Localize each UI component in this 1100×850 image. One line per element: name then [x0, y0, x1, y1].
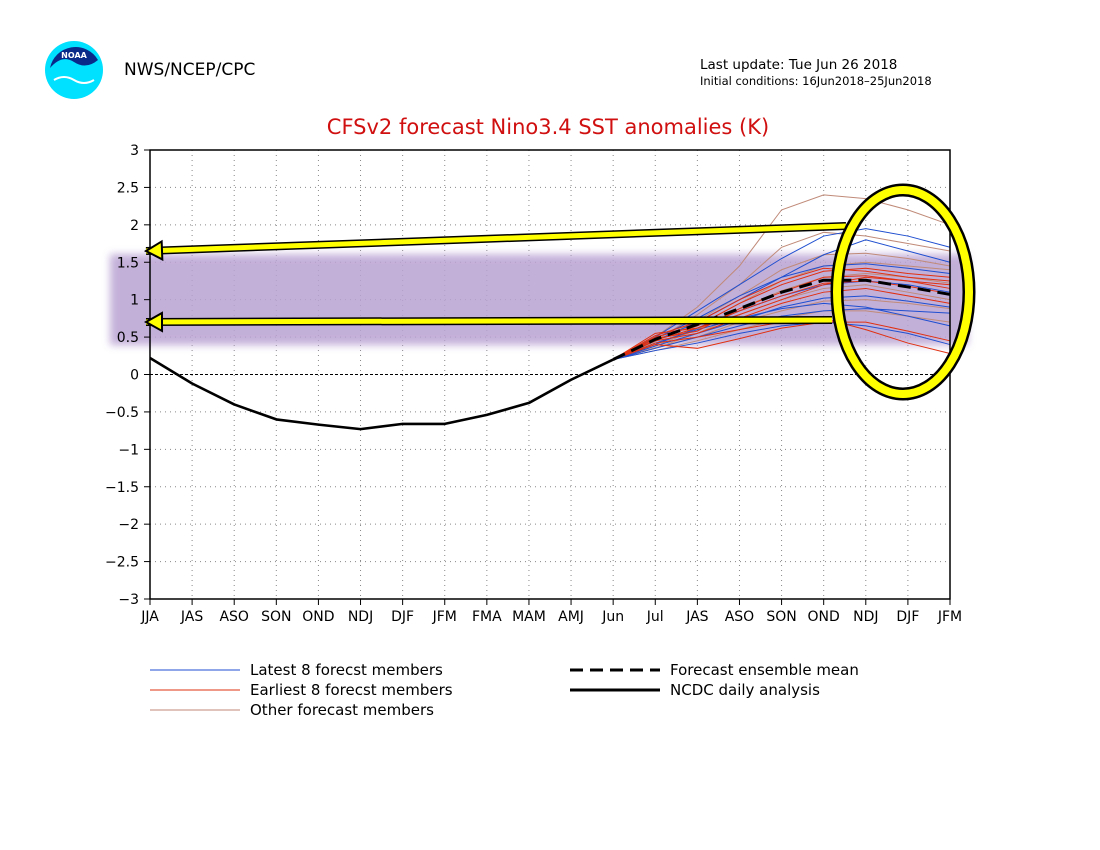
y-tick-label: −0.5: [105, 405, 139, 421]
legend-label: Latest 8 forecst members: [250, 661, 443, 679]
legend-label: Earliest 8 forecst members: [250, 681, 453, 699]
y-tick-label: 1: [130, 293, 139, 309]
forecast-member-line: [613, 295, 951, 361]
agency-label: NWS/NCEP/CPC: [124, 60, 256, 80]
forecast-member-line: [612, 280, 951, 360]
x-tick-label: NDJ: [853, 609, 878, 625]
y-tick-label: 0.5: [117, 330, 139, 346]
highlight-band: [110, 254, 968, 346]
annotation-arrow-upper-head: [143, 239, 164, 262]
x-tick-label: OND: [808, 609, 840, 625]
x-tick-label: Jul: [646, 609, 664, 625]
x-tick-label: JFM: [937, 609, 962, 625]
legend-label: Other forecast members: [250, 701, 434, 719]
y-tick-label: 0: [130, 368, 139, 384]
forecast-member-line: [612, 287, 951, 360]
forecast-member-line: [612, 194, 951, 360]
ensemble-mean-line: [612, 278, 951, 361]
forecast-member-line: [612, 321, 951, 361]
annotation-layer: [143, 183, 976, 401]
logo-bird-shape: [50, 47, 98, 68]
x-tick-label: SON: [766, 609, 796, 625]
forecast-member-line: [613, 308, 951, 361]
x-tick-label: ASO: [219, 609, 248, 625]
logo-text: NOAA: [61, 51, 87, 60]
annotation-ellipse: [833, 186, 973, 398]
annotation-arrow-lower-shaft: [145, 317, 833, 325]
legend-label: NCDC daily analysis: [670, 681, 820, 699]
x-tick-label: AMJ: [558, 609, 584, 625]
logo-wave: [53, 76, 95, 84]
x-tick-label: FMA: [472, 609, 502, 625]
y-tick-label: −2.5: [105, 555, 139, 571]
last-update-text: Last update: Tue Jun 26 2018: [700, 57, 898, 73]
grid-layer: [150, 150, 950, 599]
legend-label: Forecast ensemble mean: [670, 661, 859, 679]
x-tick-label: Jun: [601, 609, 624, 625]
x-tick-label: DJF: [391, 609, 414, 625]
forecast-member-line: [612, 228, 951, 360]
x-tick-label: NDJ: [348, 609, 373, 625]
x-tick-label: ASO: [725, 609, 754, 625]
forecast-member-line: [612, 267, 951, 360]
main-series-layer: [149, 278, 951, 431]
noaa-logo: NOAA: [45, 41, 103, 99]
x-tick-label: DJF: [896, 609, 919, 625]
x-tick-label: JAS: [685, 609, 708, 625]
chart-title: CFSv2 forecast Nino3.4 SST anomalies (K): [327, 115, 769, 139]
annotation-arrow-upper-shaft: [145, 223, 847, 254]
y-tick-label: −2: [118, 517, 139, 533]
x-tick-label: MAM: [512, 609, 546, 625]
x-tick-label: JFM: [432, 609, 457, 625]
y-tick-label: 2: [130, 218, 139, 234]
y-tick-label: 1.5: [117, 255, 139, 271]
x-tick-label: OND: [302, 609, 334, 625]
x-tick-label: JJA: [140, 609, 159, 625]
forecast-member-line: [613, 321, 951, 361]
y-tick-label: 2.5: [117, 180, 139, 196]
x-tick-label: SON: [261, 609, 291, 625]
y-tick-label: −1.5: [105, 480, 139, 496]
analysis-line: [149, 356, 614, 431]
initial-conditions-text: Initial conditions: 16Jun2018–25Jun2018: [700, 74, 932, 88]
y-tick-label: −3: [118, 592, 139, 608]
x-tick-label: JAS: [180, 609, 203, 625]
annotation-arrow-lower-head: [143, 311, 164, 333]
legend: Latest 8 forecst members Forecast ensembl…: [150, 661, 859, 719]
y-tick-label: −1: [118, 442, 139, 458]
y-tick-label: 3: [130, 143, 139, 159]
